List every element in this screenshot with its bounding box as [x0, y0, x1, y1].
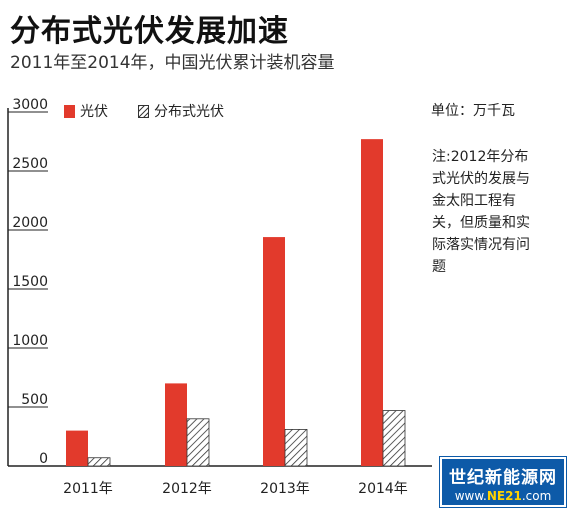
bar-fenbushi-2011年 — [87, 457, 111, 467]
unit-label: 单位：万千瓦 — [431, 103, 515, 119]
chart-title: 分布式光伏发展加速 — [10, 14, 289, 49]
bar-guangfu-2014年 — [361, 139, 383, 466]
bar-guangfu-2013年 — [263, 237, 285, 466]
x-tick-label-2014年: 2014年 — [358, 481, 408, 497]
watermark-line1: 世纪新能源网 — [449, 468, 557, 488]
bar-fenbushi-2013年 — [284, 429, 308, 467]
chart-subtitle: 2011年至2014年，中国光伏累计装机容量 — [10, 53, 335, 73]
y-tick-label-2500: 2500 — [12, 156, 48, 172]
x-tick-label-2012年: 2012年 — [162, 481, 212, 497]
watermark-url-accent: NE21 — [486, 489, 522, 503]
legend-swatch-series1 — [64, 104, 75, 118]
y-tick-label-3000: 3000 — [12, 97, 48, 113]
y-tick-label-0: 0 — [39, 451, 48, 467]
legend: 光伏 分布式光伏 — [64, 101, 254, 121]
y-tick-label-1500: 1500 — [12, 274, 48, 290]
bar-fenbushi-2014年 — [382, 410, 406, 467]
legend-label-series2: 分布式光伏 — [154, 104, 224, 120]
watermark-logo: 世纪新能源网 www.NE21.com — [440, 457, 566, 507]
bar-guangfu-2011年 — [66, 430, 88, 466]
legend-swatch-series2 — [138, 104, 149, 118]
y-tick-label-1000: 1000 — [12, 333, 48, 349]
watermark-line2: www.NE21.com — [442, 489, 564, 503]
chart-note: 注:2012年分布式光伏的发展与金太阳工程有关，但质量和实际落实情况有问题 — [432, 149, 530, 275]
watermark-url-suffix: .com — [521, 489, 552, 503]
bar-guangfu-2012年 — [165, 383, 187, 466]
legend-label-series1: 光伏 — [80, 104, 108, 120]
watermark-url-prefix: www. — [454, 489, 487, 503]
x-tick-label-2013年: 2013年 — [260, 481, 310, 497]
bar-fenbushi-2012年 — [186, 418, 210, 467]
y-tick-label-2000: 2000 — [12, 215, 48, 231]
y-tick-label-500: 500 — [21, 392, 48, 408]
x-tick-label-2011年: 2011年 — [63, 481, 113, 497]
